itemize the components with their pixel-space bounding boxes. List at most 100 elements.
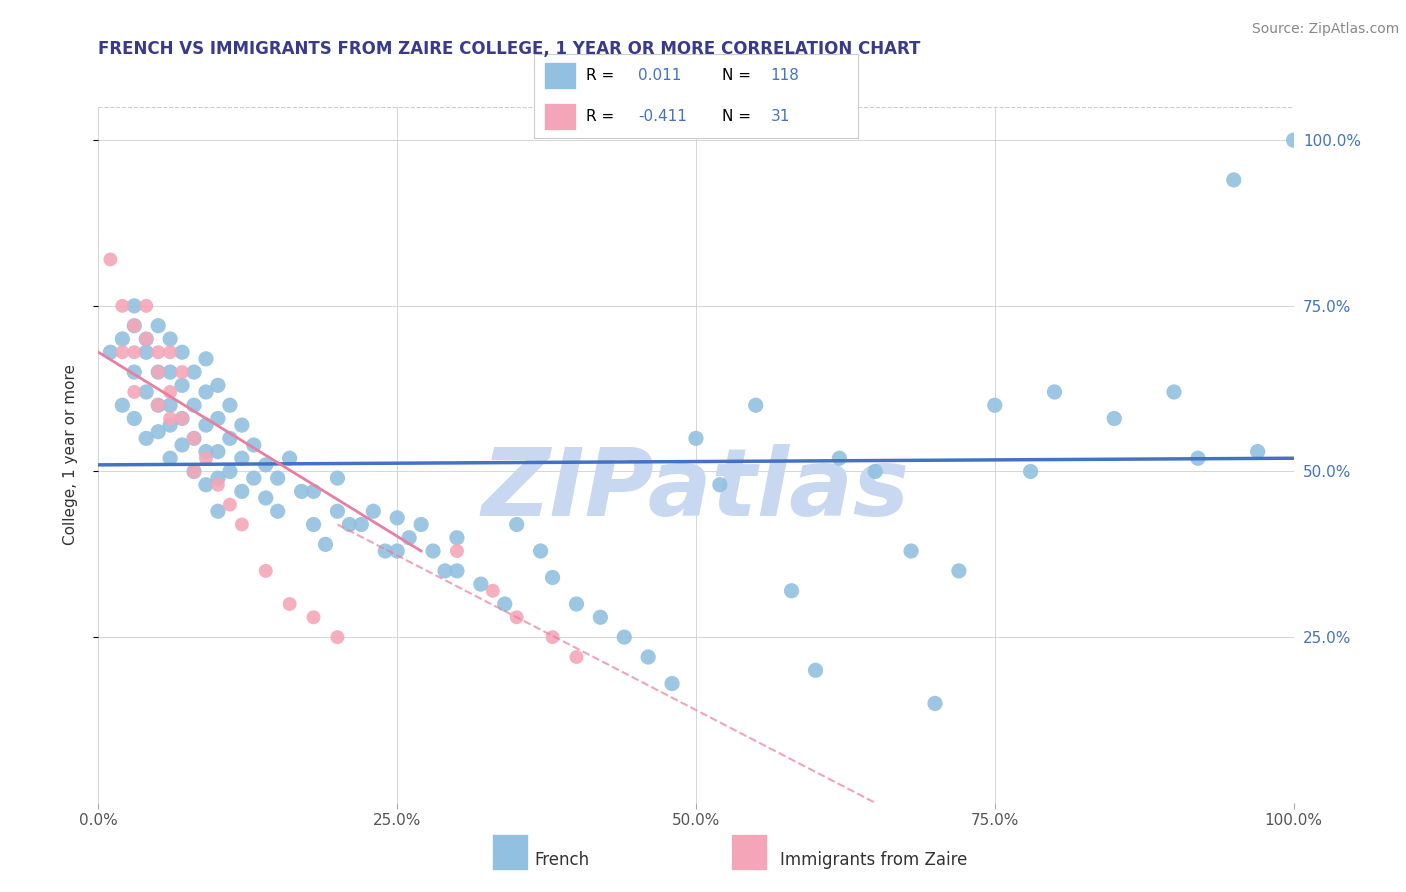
Point bbox=[243, 438, 266, 452]
Point bbox=[780, 583, 803, 598]
Point bbox=[948, 564, 970, 578]
Point bbox=[111, 398, 134, 412]
Point bbox=[302, 484, 325, 499]
Point bbox=[207, 471, 229, 485]
Point bbox=[685, 431, 707, 445]
Point bbox=[254, 491, 277, 505]
Point bbox=[267, 504, 290, 518]
Point bbox=[1187, 451, 1209, 466]
Point bbox=[243, 471, 266, 485]
Point bbox=[385, 511, 409, 525]
Point bbox=[1246, 444, 1268, 458]
Text: ZIPatlas: ZIPatlas bbox=[482, 443, 910, 536]
Point bbox=[183, 431, 205, 445]
Point bbox=[589, 610, 612, 624]
Point bbox=[613, 630, 636, 644]
Point bbox=[278, 597, 301, 611]
Point bbox=[339, 517, 360, 532]
Point bbox=[124, 299, 146, 313]
Point bbox=[183, 398, 205, 412]
Point bbox=[219, 498, 242, 512]
Point bbox=[470, 577, 492, 591]
Point bbox=[494, 597, 516, 611]
Point bbox=[254, 564, 277, 578]
Point bbox=[194, 384, 218, 399]
Point bbox=[302, 517, 325, 532]
Point bbox=[148, 365, 170, 379]
Point bbox=[541, 630, 564, 644]
Point bbox=[172, 411, 194, 425]
Point bbox=[984, 398, 1007, 412]
Point bbox=[828, 451, 851, 466]
Point bbox=[183, 365, 205, 379]
Point bbox=[183, 431, 205, 445]
Point bbox=[148, 318, 170, 333]
Point bbox=[124, 365, 146, 379]
Point bbox=[565, 650, 588, 665]
Text: R =: R = bbox=[586, 109, 614, 124]
Point bbox=[194, 418, 218, 433]
Point bbox=[194, 444, 218, 458]
Bar bbox=[544, 62, 576, 89]
Text: -0.411: -0.411 bbox=[638, 109, 686, 124]
Point bbox=[135, 345, 157, 359]
Point bbox=[98, 345, 122, 359]
Point bbox=[135, 332, 157, 346]
Point bbox=[411, 517, 433, 532]
Point bbox=[207, 444, 229, 458]
Point bbox=[326, 630, 349, 644]
Bar bbox=[544, 103, 576, 130]
Point bbox=[637, 650, 659, 665]
Point bbox=[207, 378, 229, 392]
Point bbox=[159, 332, 181, 346]
Point bbox=[446, 564, 468, 578]
Point bbox=[231, 451, 253, 466]
Point bbox=[1222, 173, 1246, 187]
Point bbox=[219, 465, 242, 479]
Point bbox=[481, 583, 505, 598]
Point bbox=[124, 384, 146, 399]
Point bbox=[111, 345, 134, 359]
Point bbox=[135, 384, 157, 399]
Point bbox=[124, 345, 146, 359]
Point bbox=[385, 544, 409, 558]
Point bbox=[506, 517, 529, 532]
Point bbox=[267, 471, 290, 485]
Point bbox=[863, 465, 887, 479]
Point bbox=[148, 425, 170, 439]
Text: 31: 31 bbox=[770, 109, 790, 124]
Point bbox=[159, 451, 181, 466]
Point bbox=[159, 418, 181, 433]
Text: 0.011: 0.011 bbox=[638, 68, 681, 83]
Point bbox=[183, 465, 205, 479]
Text: R =: R = bbox=[586, 68, 614, 83]
Point bbox=[135, 332, 157, 346]
Point bbox=[1019, 465, 1042, 479]
Point bbox=[172, 365, 194, 379]
Text: Immigrants from Zaire: Immigrants from Zaire bbox=[780, 851, 967, 869]
Text: French: French bbox=[534, 851, 589, 869]
Point bbox=[1282, 133, 1305, 147]
Point bbox=[207, 477, 229, 491]
Point bbox=[1043, 384, 1066, 399]
Text: N =: N = bbox=[721, 68, 751, 83]
Point bbox=[745, 398, 768, 412]
Point bbox=[1102, 411, 1125, 425]
Point bbox=[398, 531, 420, 545]
Point bbox=[183, 465, 205, 479]
Point bbox=[159, 411, 181, 425]
Point bbox=[541, 570, 564, 584]
Point bbox=[374, 544, 396, 558]
Point bbox=[446, 544, 468, 558]
Point bbox=[124, 411, 146, 425]
Point bbox=[278, 451, 301, 466]
Text: N =: N = bbox=[721, 109, 751, 124]
Point bbox=[363, 504, 385, 518]
Point bbox=[172, 438, 194, 452]
Text: Source: ZipAtlas.com: Source: ZipAtlas.com bbox=[1251, 22, 1399, 37]
Point bbox=[900, 544, 922, 558]
Point bbox=[924, 697, 946, 711]
Point bbox=[207, 411, 229, 425]
Point bbox=[194, 451, 218, 466]
Point bbox=[172, 378, 194, 392]
